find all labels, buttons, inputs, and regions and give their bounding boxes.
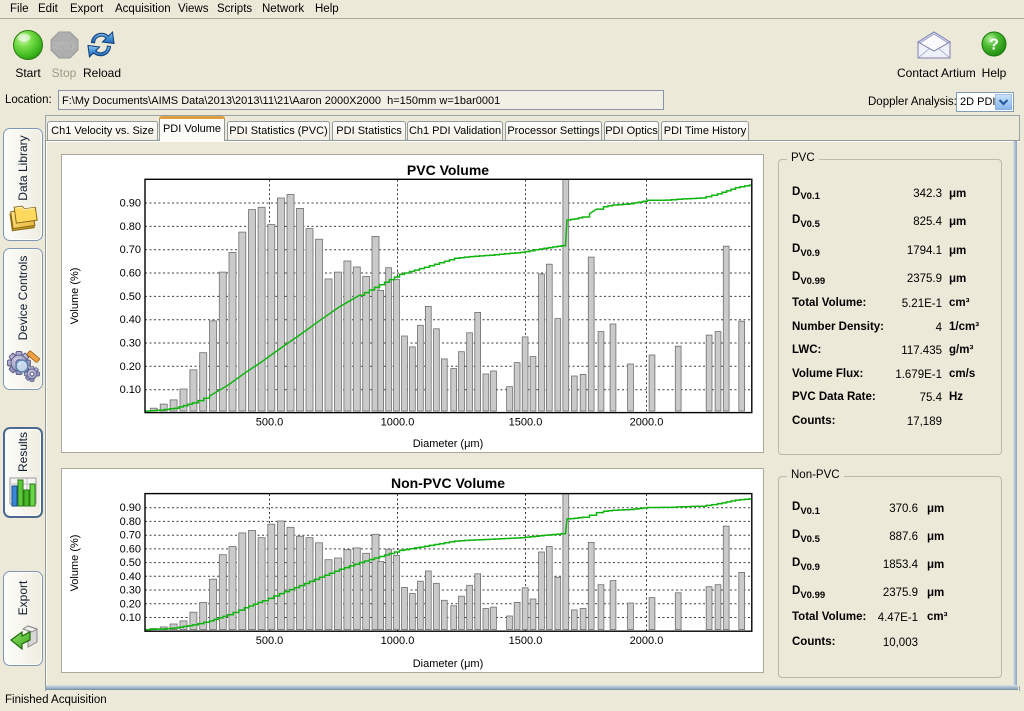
svg-text:0.90: 0.90 — [120, 198, 141, 210]
svg-text:PVC Volume: PVC Volume — [407, 162, 489, 178]
svg-text:0.70: 0.70 — [120, 530, 141, 542]
svg-text:Diameter (μm): Diameter (μm) — [413, 658, 484, 670]
svg-text:0.10: 0.10 — [120, 612, 141, 624]
svg-text:1000.0: 1000.0 — [381, 635, 415, 647]
svg-text:1500.0: 1500.0 — [509, 635, 543, 647]
svg-text:0.70: 0.70 — [120, 244, 141, 256]
svg-text:0.30: 0.30 — [120, 338, 141, 350]
svg-text:Diameter (μm): Diameter (μm) — [413, 438, 484, 450]
svg-text:0.20: 0.20 — [120, 361, 141, 373]
svg-text:0.60: 0.60 — [120, 543, 141, 555]
svg-text:0.50: 0.50 — [120, 557, 141, 569]
svg-text:?: ? — [989, 37, 999, 54]
svg-text:0.60: 0.60 — [120, 268, 141, 280]
svg-text:0.80: 0.80 — [120, 516, 141, 528]
svg-text:Non-PVC Volume: Non-PVC Volume — [391, 475, 505, 491]
svg-text:STOP: STOP — [53, 41, 76, 51]
svg-text:0.80: 0.80 — [120, 221, 141, 233]
svg-text:0.40: 0.40 — [120, 314, 141, 326]
svg-text:2000.0: 2000.0 — [630, 635, 664, 647]
svg-text:0.50: 0.50 — [120, 291, 141, 303]
svg-text:1000.0: 1000.0 — [381, 417, 415, 429]
svg-text:500.0: 500.0 — [256, 635, 284, 647]
svg-text:2000.0: 2000.0 — [630, 417, 664, 429]
svg-text:0.20: 0.20 — [120, 598, 141, 610]
svg-text:1500.0: 1500.0 — [509, 417, 543, 429]
svg-text:Volume (%): Volume (%) — [69, 535, 81, 592]
svg-text:Volume (%): Volume (%) — [69, 268, 81, 325]
svg-text:0.30: 0.30 — [120, 585, 141, 597]
svg-text:0.10: 0.10 — [120, 384, 141, 396]
svg-text:0.90: 0.90 — [120, 502, 141, 514]
svg-text:0.40: 0.40 — [120, 571, 141, 583]
svg-text:500.0: 500.0 — [256, 417, 284, 429]
